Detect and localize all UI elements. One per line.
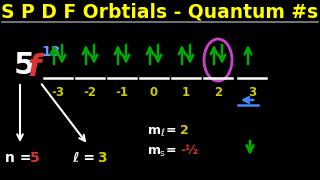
Text: 2: 2 (214, 86, 222, 98)
Text: 3: 3 (248, 86, 256, 98)
Text: m: m (148, 123, 161, 136)
Text: -1: -1 (116, 86, 129, 98)
Text: =: = (166, 123, 181, 136)
Text: =: = (166, 143, 181, 156)
Text: 3: 3 (97, 151, 107, 165)
Text: 2: 2 (180, 123, 189, 136)
Text: -½: -½ (180, 143, 198, 156)
Text: 5: 5 (14, 51, 35, 80)
Text: 1: 1 (182, 86, 190, 98)
Text: S P D F Orbtials - Quantum #s: S P D F Orbtials - Quantum #s (1, 3, 319, 21)
Text: -2: -2 (84, 86, 97, 98)
Text: 5: 5 (30, 151, 40, 165)
Text: f: f (27, 53, 40, 82)
Text: m: m (148, 143, 161, 156)
Text: 13: 13 (41, 45, 60, 59)
Text: 0: 0 (150, 86, 158, 98)
Text: ℓ =: ℓ = (72, 151, 100, 165)
Text: ℓ: ℓ (160, 128, 164, 138)
Text: n =: n = (5, 151, 31, 165)
Text: s: s (160, 150, 164, 159)
Text: -3: -3 (52, 86, 65, 98)
